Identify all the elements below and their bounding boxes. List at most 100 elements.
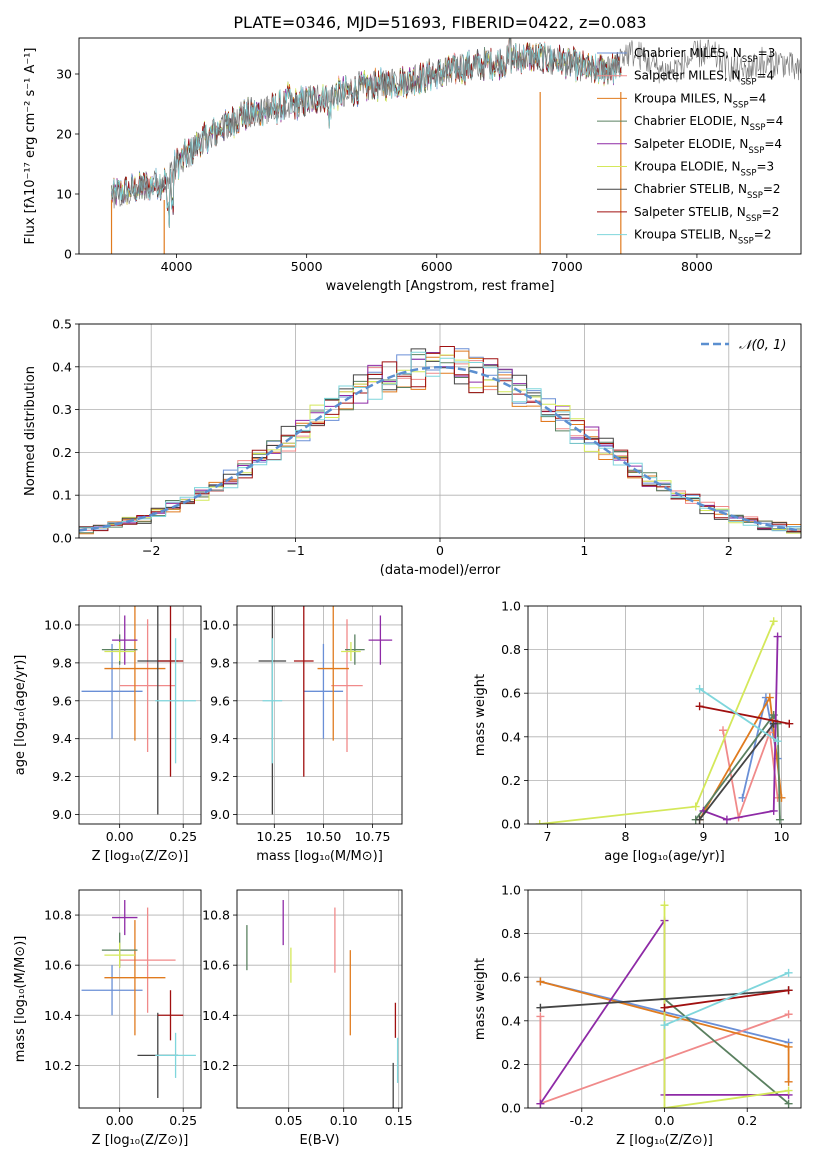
x-axis-label: (data-model)/error — [380, 563, 501, 578]
weight-marker — [773, 737, 782, 746]
weight-marker — [784, 1077, 793, 1086]
plot-area — [81, 900, 196, 1098]
x-tick-label: 9 — [700, 829, 708, 844]
errorbar-point — [317, 606, 349, 741]
weight-line-chabrier-stelib — [698, 723, 775, 821]
panel-weight_vs_age: 7 8 9 10 0.0 0.2 0.4 0.6 0.8 1.0 age [log₁₀(age/yr… — [473, 599, 802, 864]
errorbar-point — [104, 920, 166, 1036]
x-tick-label: 8 — [622, 829, 630, 844]
weight-line-kroupa-stelib — [664, 971, 789, 1027]
legend: 𝒩(0, 1) — [701, 338, 786, 353]
y-tick-label: 0.1 — [52, 488, 72, 503]
figure-title: PLATE=0346, MJD=51693, FIBERID=0422, z=0… — [233, 13, 646, 32]
y-tick-label: 0.3 — [52, 402, 72, 417]
y-tick-label: 0.0 — [52, 531, 72, 546]
x-tick-label: 2 — [725, 543, 733, 558]
observed-spectrum — [111, 38, 801, 209]
errorbar-point — [262, 638, 283, 764]
axes-frame — [78, 889, 202, 1109]
x-tick-label: 7 — [544, 829, 552, 844]
weight-marker — [784, 1042, 793, 1051]
axes-frame — [78, 605, 202, 825]
y-tick-label: 0.0 — [501, 1101, 521, 1116]
weight-marker — [769, 806, 778, 815]
y-tick-label: 10.8 — [202, 908, 230, 923]
x-tick-label: 0.05 — [275, 1113, 303, 1128]
y-tick-label: 0.8 — [501, 926, 521, 941]
weight-marker — [769, 617, 778, 626]
weight-line-kroupa-elodie — [663, 905, 789, 1108]
y-tick-label: 9.2 — [52, 769, 72, 784]
model-spectrum-chabrier-stelib — [111, 38, 622, 228]
x-tick-label: 0.00 — [106, 829, 134, 844]
errorbar-point — [303, 643, 344, 739]
y-tick-label: 10.2 — [202, 1058, 230, 1073]
y-tick-label: 9.4 — [52, 731, 72, 746]
x-tick-label: −1 — [286, 543, 304, 558]
histogram-salpeter-stelib — [79, 346, 801, 532]
y-tick-label: 1.0 — [501, 599, 521, 614]
weight-marker — [784, 1010, 793, 1019]
x-tick-label: 1 — [580, 543, 588, 558]
weight-marker — [536, 1099, 545, 1108]
panel-weight_vs_Z: -0.2 0.0 0.2 0.0 0.2 0.4 0.6 0.8 1.0 Z [log₁₀(Z/Z… — [473, 883, 802, 1148]
legend-label: Chabrier STELIB, NSSP=2 — [634, 182, 781, 201]
weight-marker — [660, 1003, 669, 1012]
errorbar-point — [112, 615, 138, 665]
weight-line-kroupa-elodie — [539, 620, 775, 824]
y-axis-label: mass weight — [473, 674, 488, 756]
x-tick-label: 5000 — [291, 259, 323, 274]
y-tick-label: 10.4 — [202, 1008, 230, 1023]
plot-area — [535, 617, 794, 824]
x-tick-label: 0.2 — [737, 1113, 757, 1128]
y-tick-label: 10.0 — [202, 617, 230, 632]
x-axis-label: Z [log₁₀(Z/Z⊙)] — [616, 1133, 713, 1148]
y-tick-label: 0.4 — [52, 359, 72, 374]
errorbar-point — [345, 634, 365, 665]
y-tick-label: 0.2 — [501, 773, 521, 788]
y-tick-label: 10.0 — [44, 617, 72, 632]
plot-area — [246, 900, 399, 1108]
legend-label: Kroupa STELIB, NSSP=2 — [634, 228, 772, 247]
weight-marker — [722, 815, 731, 824]
panel-age_vs_mass: 10.25 10.50 10.75 9.0 9.2 9.4 9.6 9.8 10.0 mass [… — [202, 605, 403, 864]
x-axis-label: Z [log₁₀(Z/Z⊙)] — [92, 849, 189, 864]
panel-spectrum: 4000 5000 6000 7000 8000 0 10 20 30 wavelength [A… — [23, 37, 802, 294]
weight-marker — [660, 1104, 669, 1108]
y-tick-label: 0.6 — [501, 970, 521, 985]
y-tick-label: 10.4 — [44, 1008, 72, 1023]
legend-label: Chabrier ELODIE, NSSP=4 — [634, 114, 783, 133]
x-tick-label: 0.0 — [655, 1113, 675, 1128]
y-tick-label: 0.0 — [501, 817, 521, 832]
y-tick-label: 9.8 — [52, 655, 72, 670]
weight-marker — [691, 802, 700, 811]
y-tick-label: 20 — [56, 127, 72, 142]
errorbar-point — [341, 642, 361, 661]
y-axis-label: Normed distribution — [23, 366, 38, 496]
errorbar-point — [119, 619, 176, 752]
errorbar-point — [104, 606, 166, 741]
y-tick-label: 9.6 — [210, 693, 230, 708]
panel-mass_vs_EBV: 0.05 0.10 0.15 10.2 10.4 10.6 10.8 E(B-V) — [202, 889, 413, 1148]
x-tick-label: 10 — [774, 829, 790, 844]
y-tick-label: 10.2 — [44, 1058, 72, 1073]
x-axis-label: age [log₁₀(age/yr)] — [604, 849, 725, 864]
x-axis-label: wavelength [Angstrom, rest frame] — [326, 279, 555, 294]
x-tick-label: 0.00 — [106, 1113, 134, 1128]
x-tick-label: 8000 — [681, 259, 713, 274]
errorbar-point — [157, 990, 184, 1041]
y-tick-label: 9.0 — [210, 807, 230, 822]
legend-label: Salpeter ELODIE, NSSP=4 — [634, 137, 782, 156]
errorbar-point — [104, 642, 135, 661]
y-tick-label: 9.0 — [52, 807, 72, 822]
legend-label: 𝒩(0, 1) — [739, 338, 786, 353]
y-tick-label: 0.4 — [501, 729, 521, 744]
panel-residuals: −2 −1 0 1 2 0.0 0.1 0.2 0.3 0.4 0.5 (data-model)/er… — [23, 317, 802, 578]
weight-line-kroupa-stelib — [699, 688, 779, 742]
model-spectrum-kroupa-stelib — [111, 38, 622, 228]
plot-area — [536, 901, 793, 1108]
x-tick-label: 4000 — [161, 259, 193, 274]
y-axis-label: mass [log₁₀(M/M⊙)] — [13, 936, 28, 1063]
errorbar-point — [155, 1032, 196, 1078]
